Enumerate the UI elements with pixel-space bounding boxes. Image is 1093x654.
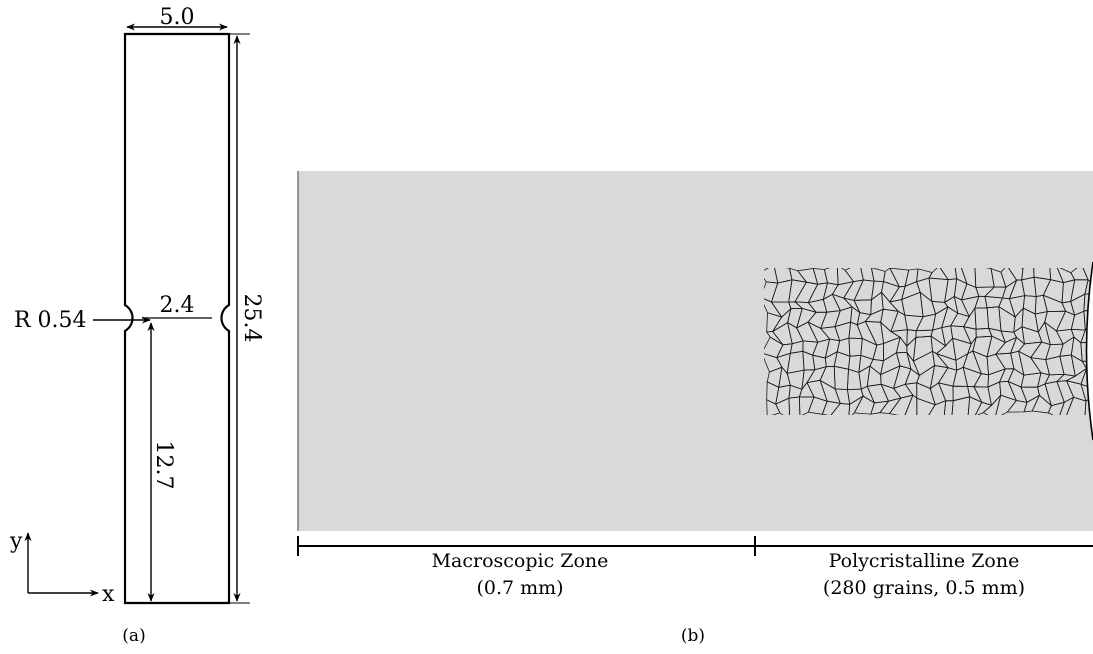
panel-b: Macroscopic Zone (0.7 mm) Polycristallin…	[298, 171, 1093, 646]
panel-a-caption: (a)	[122, 626, 145, 646]
dim-neck-width-label: 2.4	[160, 293, 195, 318]
polycrystalline-zone-detail: (280 grains, 0.5 mm)	[823, 577, 1025, 599]
panel-a: 5.0 25.4 2.4 R 0.54 12.7 y x (a)	[9, 5, 264, 646]
macroscopic-zone-title: Macroscopic Zone	[432, 550, 609, 572]
dim-half-length-label: 12.7	[151, 441, 176, 490]
dim-width-top-label: 5.0	[160, 5, 195, 30]
panel-b-caption: (b)	[681, 626, 705, 646]
polycrystalline-zone-title: Polycristalline Zone	[829, 550, 1020, 572]
dim-radius-label: R 0.54	[14, 308, 87, 333]
axis-x-label: x	[102, 582, 115, 607]
macroscopic-zone-detail: (0.7 mm)	[476, 577, 563, 599]
dim-total-length-label: 25.4	[239, 294, 264, 343]
axis-y-label: y	[9, 529, 23, 554]
